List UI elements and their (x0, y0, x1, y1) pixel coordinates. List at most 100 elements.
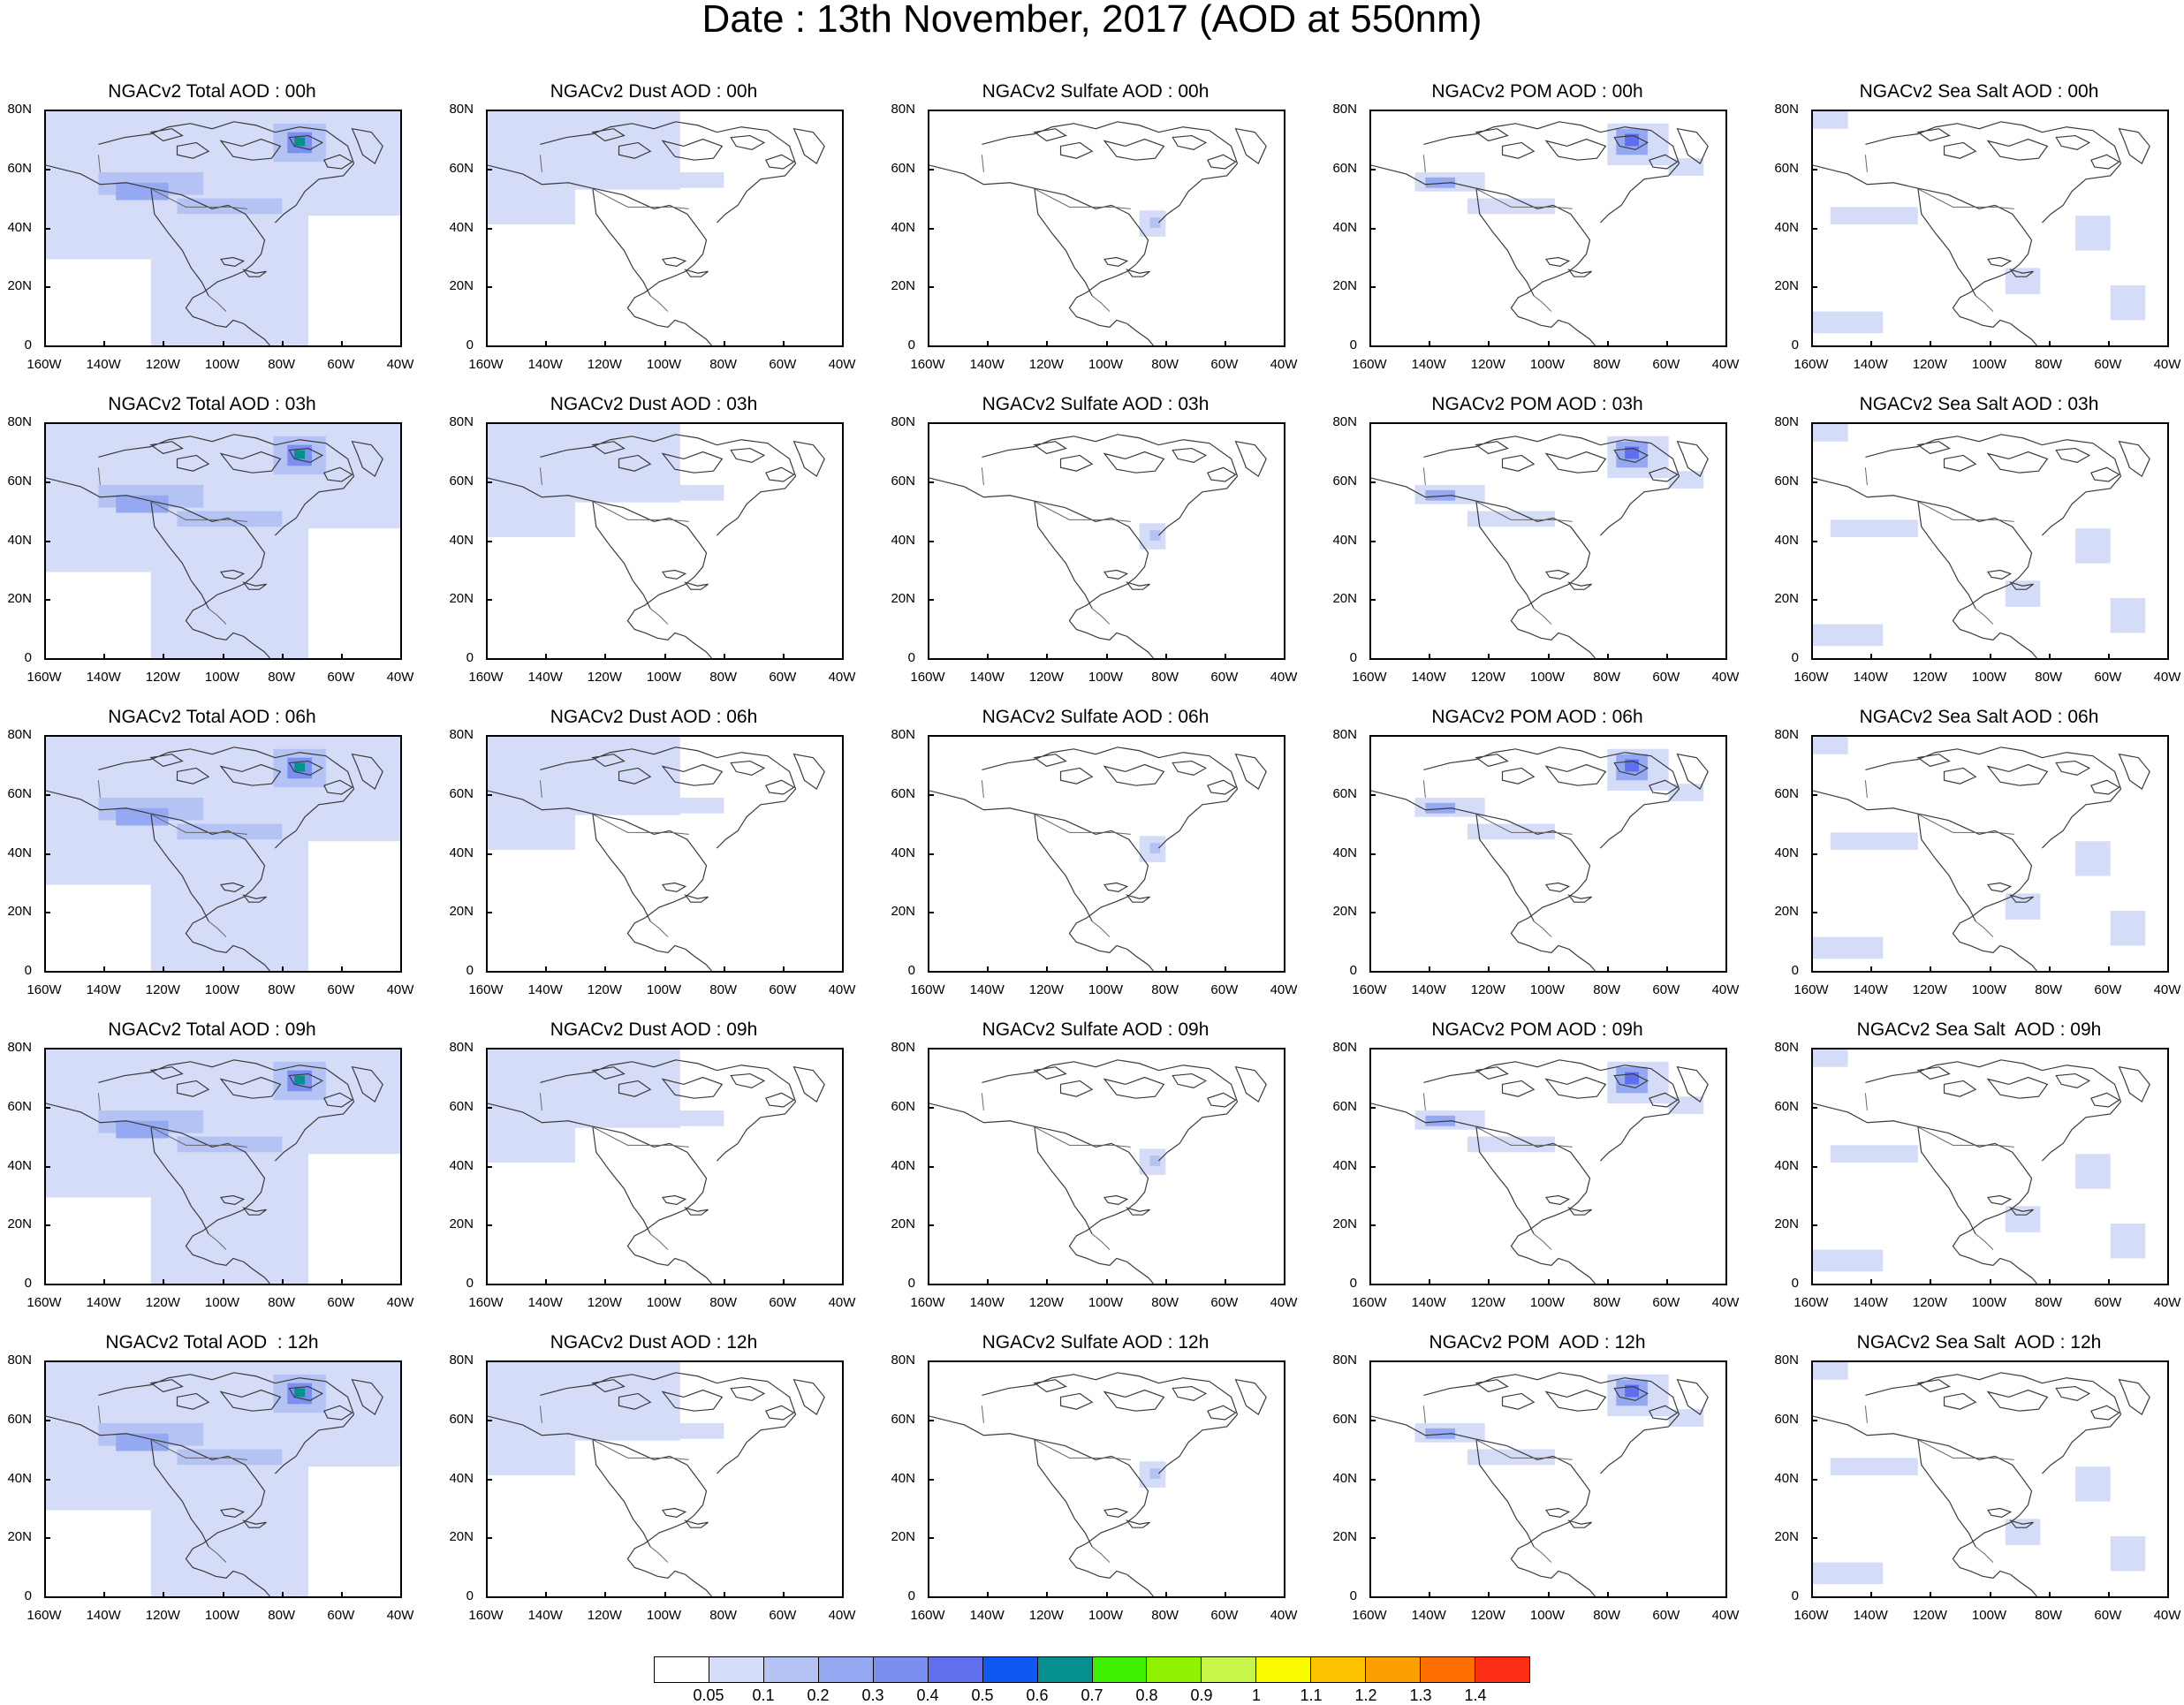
lon-tick (1429, 966, 1431, 973)
colorbar-swatch (1421, 1657, 1476, 1682)
lat-tick (1811, 1165, 1817, 1168)
lon-tick (1164, 1279, 1167, 1285)
country-border (1864, 467, 2014, 625)
lat-tick (44, 1284, 50, 1285)
lat-tick (1369, 852, 1376, 855)
map-panel: NGACv2 Sulfate AOD : 06h 80N 60N 40N 20N 0 160… (883, 707, 1308, 1016)
aod-map (1369, 735, 1727, 973)
lon-label: 140W (527, 1608, 563, 1623)
lon-label: 120W (145, 357, 180, 372)
lon-label: 40W (2153, 357, 2181, 372)
aod-map (486, 1048, 844, 1285)
aod-shading (1813, 311, 1884, 334)
aod-shading (2005, 268, 2041, 294)
lon-tick (1870, 654, 1873, 660)
lon-label: 140W (1411, 1608, 1446, 1623)
lon-label: 100W (1529, 670, 1566, 685)
lat-label: 80N (449, 102, 474, 117)
map-panel: NGACv2 Total AOD : 03h 80N 60N 40N 20N 0 160W 1… (0, 394, 424, 703)
lon-label: 60W (1652, 1295, 1680, 1310)
lat-label: 0 (907, 337, 915, 352)
aod-shading (488, 737, 680, 815)
lat-tick (44, 793, 50, 796)
lon-label: 160W (468, 982, 504, 997)
lon-tick (2048, 341, 2051, 347)
aod-shading (116, 495, 169, 513)
lat-tick (44, 971, 50, 973)
lat-label: 80N (1332, 414, 1357, 429)
lat-label: 20N (1332, 591, 1357, 607)
aod-shading (1668, 784, 1704, 801)
lat-label: 0 (24, 1588, 32, 1603)
lon-tick (782, 654, 785, 660)
lon-tick (222, 654, 224, 660)
lon-label: 40W (1270, 1295, 1298, 1310)
lat-tick (486, 1048, 492, 1050)
lat-tick (1811, 793, 1817, 796)
lat-tick (1369, 735, 1376, 737)
lat-label: 20N (891, 278, 915, 294)
aod-shading (2075, 841, 2111, 876)
lat-tick (1811, 852, 1817, 855)
colorbar-swatch (655, 1657, 709, 1682)
lon-tick (1224, 341, 1226, 347)
map-panel: NGACv2 Sulfate AOD : 00h 80N 60N 40N 20N 0 160… (883, 81, 1308, 390)
aod-field (46, 1362, 400, 1596)
lat-label: 0 (907, 650, 915, 665)
lon-tick (44, 341, 46, 347)
lon-label: 140W (1853, 357, 1888, 372)
lat-label: 0 (907, 1276, 915, 1291)
aod-map (1811, 422, 2169, 660)
lon-label: 100W (204, 357, 240, 372)
lon-label: 160W (1793, 357, 1829, 372)
lon-tick (664, 966, 666, 973)
map-panel: NGACv2 Sea Salt AOD : 06h 80N 60N 40N 20N 0 16… (1767, 707, 2184, 1016)
lat-label: 40N (891, 532, 915, 548)
lon-label: 60W (2094, 1608, 2122, 1623)
lon-label: 160W (27, 982, 62, 997)
lon-label: 40W (828, 670, 856, 685)
lat-tick (1369, 1360, 1376, 1362)
aod-shading (46, 259, 151, 345)
lon-tick (2167, 1279, 2169, 1285)
lat-label: 60N (1774, 473, 1799, 489)
lat-tick (1811, 481, 1817, 483)
lat-label: 80N (1774, 727, 1799, 742)
panel-title: NGACv2 Total AOD : 09h (108, 1019, 316, 1040)
colorbar-label: 1.4 (1464, 1686, 1487, 1704)
lon-label: 60W (769, 1608, 797, 1623)
colorbar-swatch (1147, 1657, 1202, 1682)
lon-label: 40W (1270, 357, 1298, 372)
lon-tick (163, 1279, 165, 1285)
lon-label: 160W (468, 357, 504, 372)
lon-tick (2167, 1592, 2169, 1598)
lon-tick (723, 966, 725, 973)
lat-tick (44, 1360, 50, 1362)
lon-label: 140W (969, 982, 1005, 997)
lat-label: 20N (891, 1216, 915, 1232)
lon-label: 140W (1411, 357, 1446, 372)
lon-tick (928, 654, 929, 660)
lat-label: 80N (1774, 102, 1799, 117)
lon-tick (1665, 966, 1668, 973)
lon-label: 60W (327, 982, 355, 997)
lon-label: 120W (587, 1608, 622, 1623)
lon-tick (2107, 341, 2110, 347)
coastline (1371, 434, 1709, 658)
lon-tick (222, 966, 224, 973)
lon-tick (1488, 966, 1490, 973)
lon-tick (1811, 966, 1813, 973)
lat-label: 60N (1774, 1411, 1799, 1427)
lon-tick (1989, 966, 1991, 973)
lon-label: 80W (709, 982, 738, 997)
lat-tick (928, 1165, 934, 1168)
lat-label: 80N (891, 102, 915, 117)
lon-label: 60W (769, 357, 797, 372)
lon-tick (103, 654, 106, 660)
lat-label: 60N (1774, 160, 1799, 176)
lon-tick (1725, 341, 1727, 347)
aod-shading (1813, 111, 1848, 129)
aod-field (929, 1059, 1267, 1284)
lon-tick (664, 1592, 666, 1598)
lon-tick (400, 654, 402, 660)
